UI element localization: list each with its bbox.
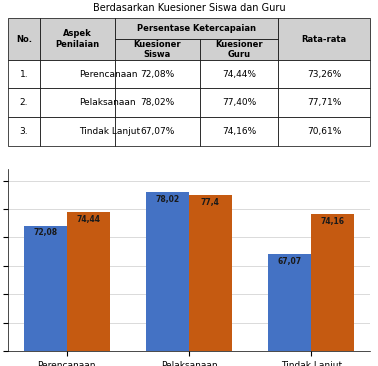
Text: 78,02: 78,02 — [156, 195, 180, 203]
Bar — [200, 89, 278, 117]
Text: 74,44%: 74,44% — [222, 70, 256, 79]
Bar — [40, 18, 115, 60]
Text: 67,07: 67,07 — [278, 257, 302, 266]
Bar — [278, 89, 370, 117]
Text: 74,44: 74,44 — [76, 215, 100, 224]
Text: Tindak Lanjut: Tindak Lanjut — [79, 127, 140, 136]
Text: Rata-rata: Rata-rata — [302, 34, 347, 44]
Text: 77,40%: 77,40% — [222, 98, 256, 107]
Bar — [40, 117, 115, 146]
Bar — [40, 60, 115, 89]
Bar — [115, 117, 200, 146]
Bar — [200, 39, 278, 60]
Bar — [268, 254, 311, 366]
Text: 3.: 3. — [20, 127, 28, 136]
Bar — [189, 195, 232, 366]
Text: 1.: 1. — [20, 70, 28, 79]
Bar — [146, 192, 189, 366]
Bar — [200, 117, 278, 146]
Text: 72,08%: 72,08% — [140, 70, 174, 79]
Bar — [67, 212, 110, 366]
Bar — [278, 18, 370, 60]
Bar — [8, 18, 40, 60]
Bar — [24, 225, 67, 366]
Text: 77,4: 77,4 — [201, 198, 220, 207]
Text: 74,16%: 74,16% — [222, 127, 256, 136]
Text: Pelaksanaan: Pelaksanaan — [79, 98, 136, 107]
Bar — [115, 39, 200, 60]
Bar — [115, 60, 200, 89]
Text: No.: No. — [16, 34, 32, 44]
Text: Kuesioner
Siswa: Kuesioner Siswa — [133, 40, 181, 59]
Text: 72,08: 72,08 — [33, 228, 57, 238]
Text: 67,07%: 67,07% — [140, 127, 174, 136]
Text: Kuesioner
Guru: Kuesioner Guru — [215, 40, 263, 59]
Text: 2.: 2. — [20, 98, 28, 107]
Text: Perencanaan: Perencanaan — [79, 70, 138, 79]
Bar — [8, 60, 40, 89]
Bar — [200, 60, 278, 89]
Text: 73,26%: 73,26% — [307, 70, 341, 79]
Bar — [115, 89, 200, 117]
Bar — [8, 89, 40, 117]
Text: 77,71%: 77,71% — [307, 98, 341, 107]
Text: Persentase Ketercapaian: Persentase Ketercapaian — [137, 24, 256, 33]
Bar — [8, 117, 40, 146]
Bar — [311, 214, 354, 366]
Text: Berdasarkan Kuesioner Siswa dan Guru: Berdasarkan Kuesioner Siswa dan Guru — [93, 3, 285, 13]
Bar — [115, 18, 278, 39]
Text: 78,02%: 78,02% — [140, 98, 174, 107]
Bar — [40, 89, 115, 117]
Text: 70,61%: 70,61% — [307, 127, 341, 136]
Text: 74,16: 74,16 — [321, 217, 345, 225]
Text: Aspek
Penilaian: Aspek Penilaian — [55, 29, 99, 49]
Bar — [278, 117, 370, 146]
Bar — [278, 60, 370, 89]
